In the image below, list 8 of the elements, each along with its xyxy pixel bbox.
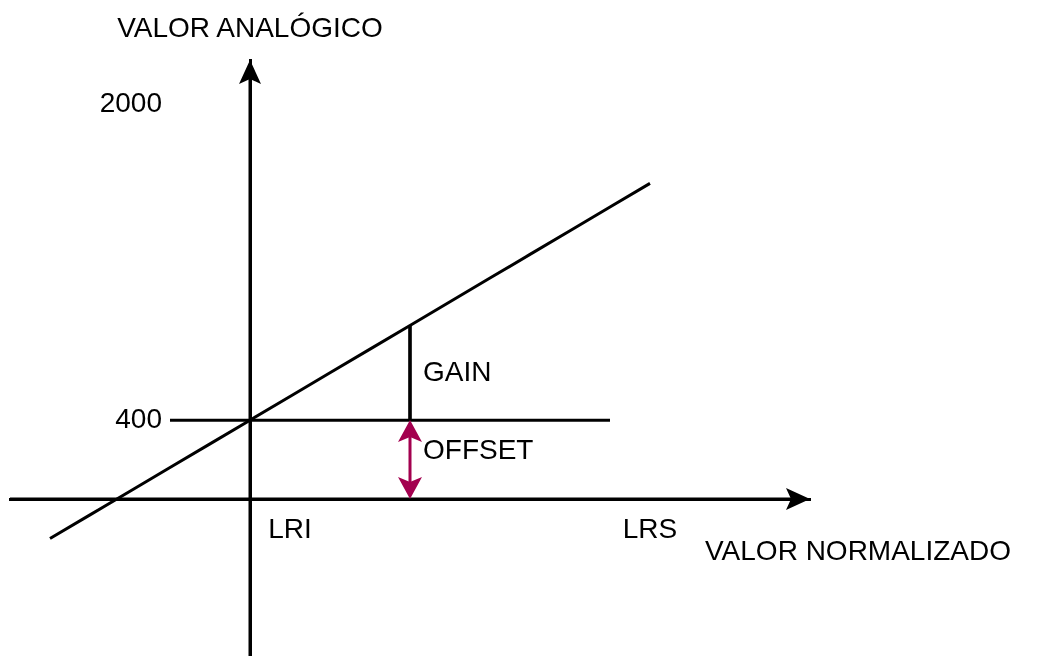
- y-axis-title: VALOR ANALÓGICO: [117, 11, 383, 43]
- annotation: GAIN: [423, 355, 492, 387]
- annotation: OFFSET: [423, 434, 534, 466]
- x-tick-label: LRS: [622, 512, 678, 544]
- x-tick-label: LRI: [268, 512, 312, 544]
- x-axis-title: VALOR NORMALIZADO: [705, 534, 1011, 566]
- y-tick-label: 2000: [99, 87, 162, 119]
- y-tick-label: 400: [115, 402, 162, 434]
